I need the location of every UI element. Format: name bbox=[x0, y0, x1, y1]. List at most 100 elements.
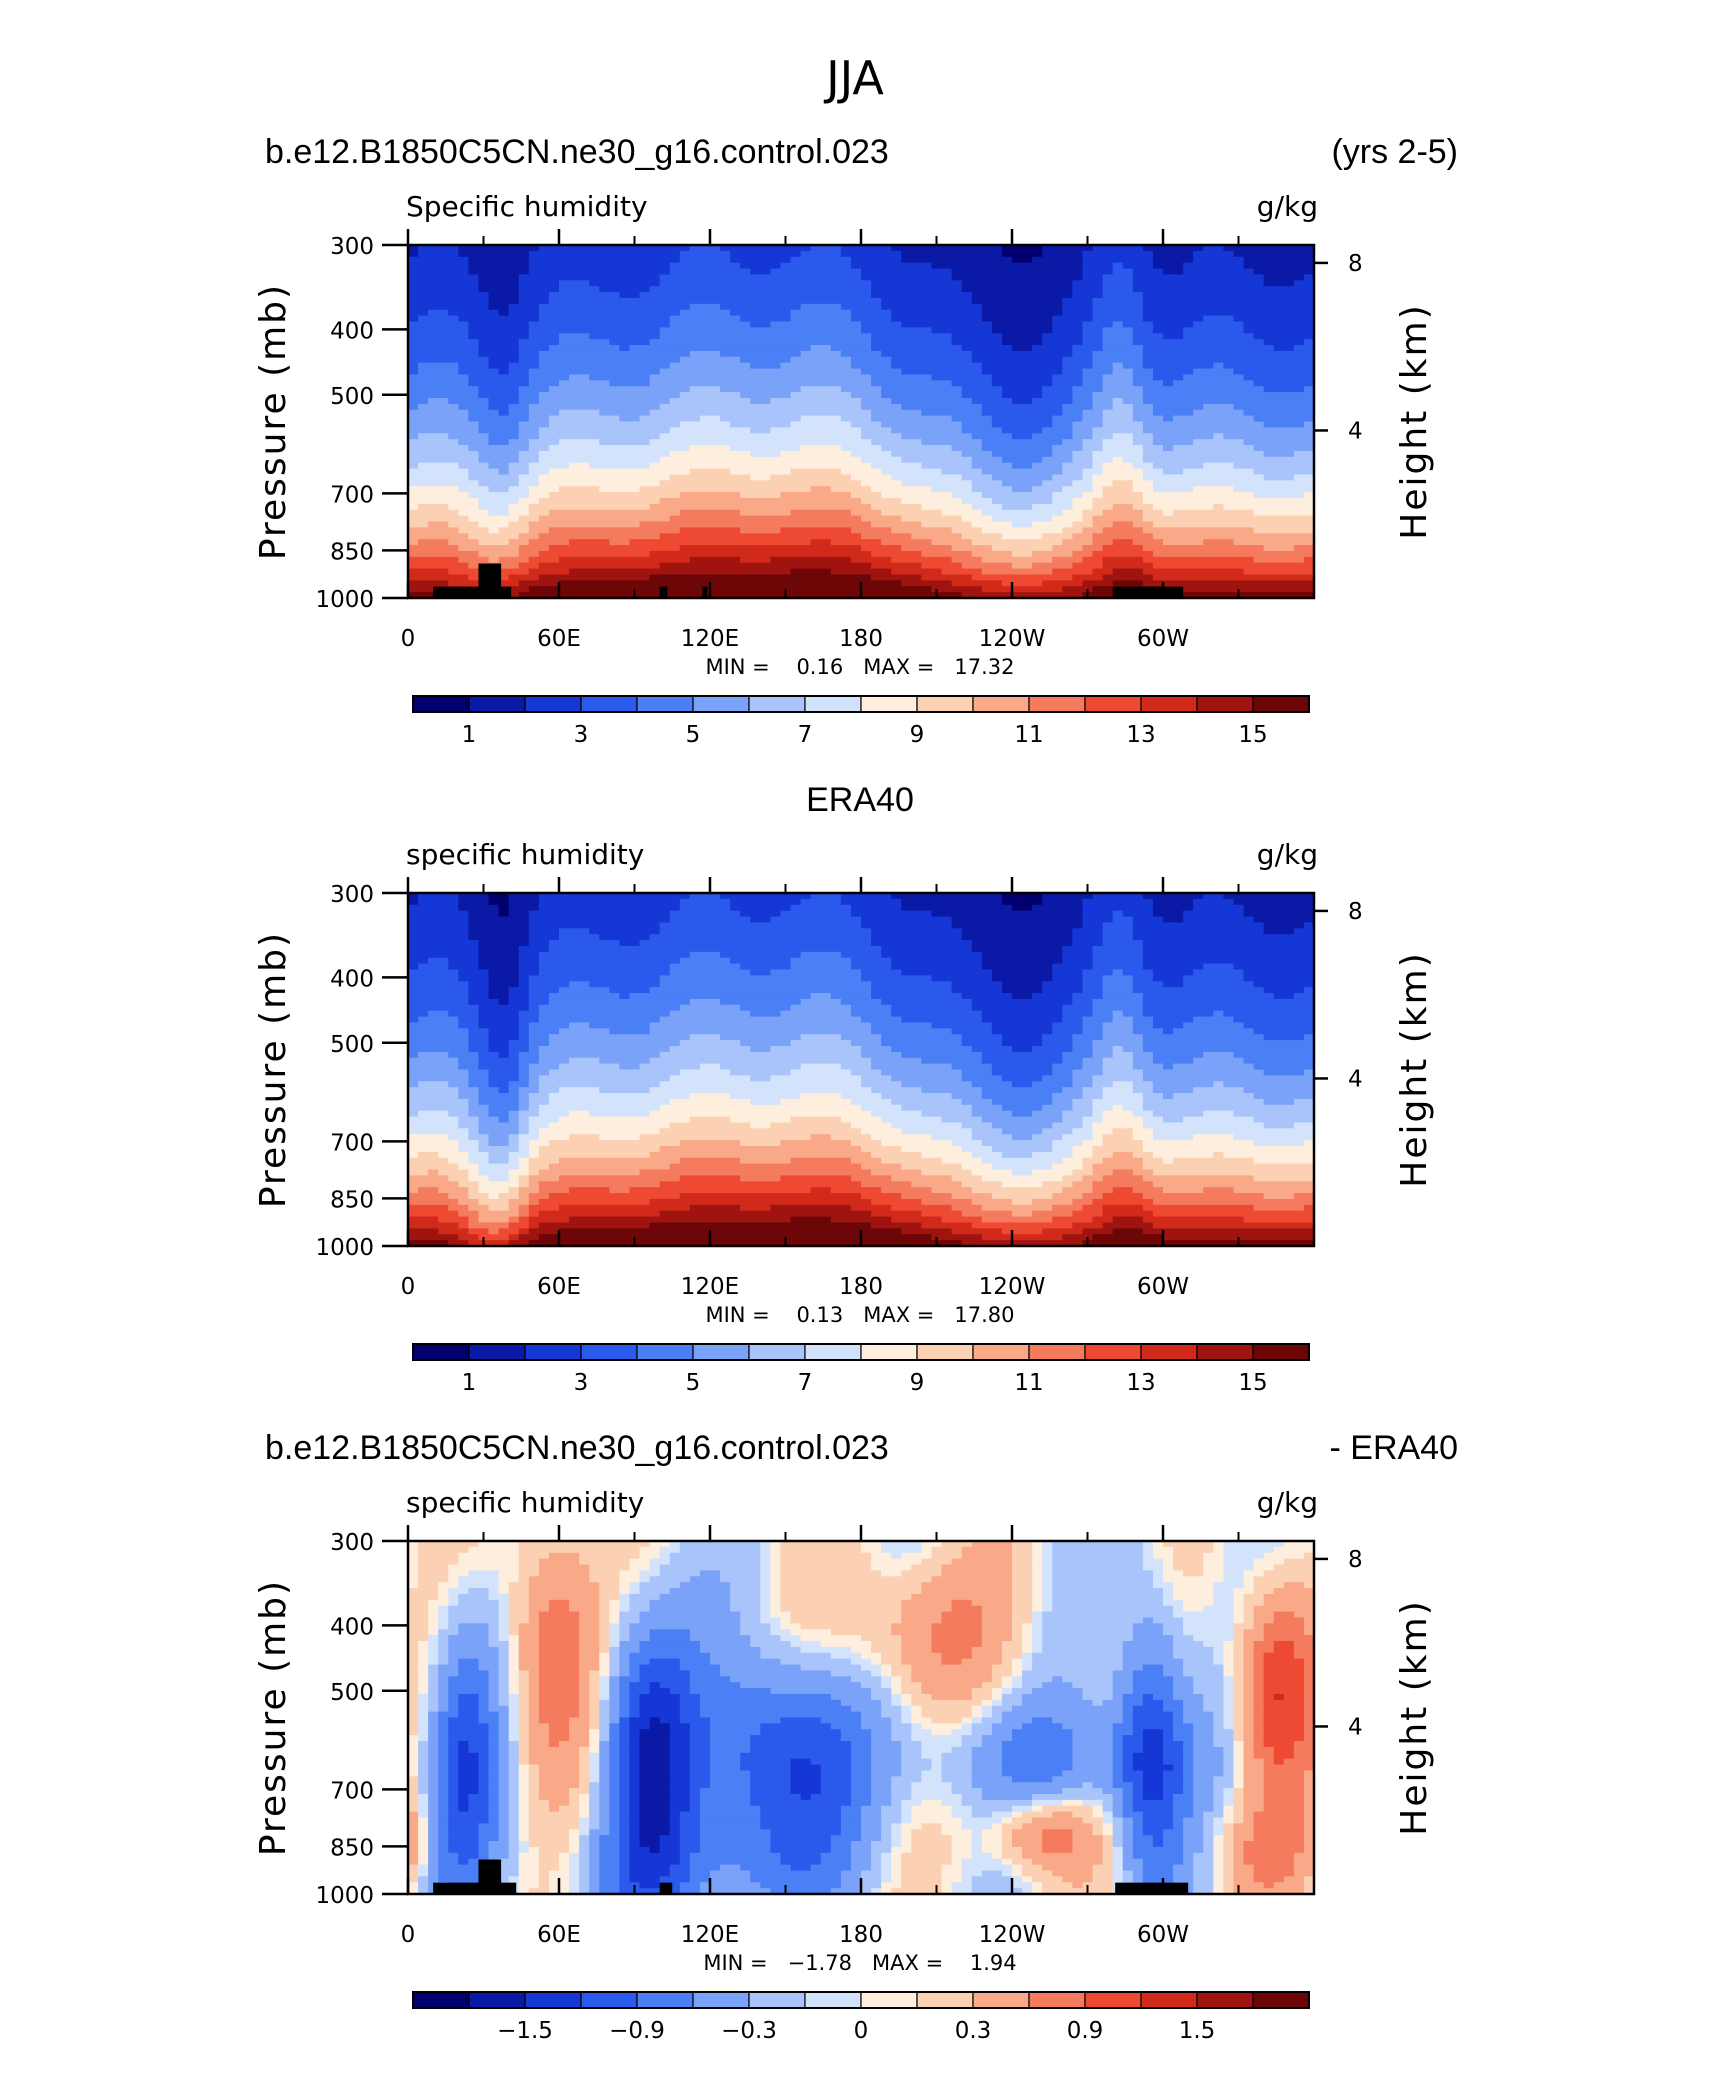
contour-cell bbox=[1303, 1699, 1314, 1707]
contour-cell bbox=[760, 1546, 771, 1554]
contour-cell bbox=[408, 303, 490, 311]
contour-cell bbox=[981, 1788, 1063, 1795]
contour-cell bbox=[408, 339, 480, 346]
contour-cell bbox=[941, 1752, 973, 1760]
contour-cell bbox=[1163, 1629, 1184, 1636]
contour-cell bbox=[498, 1699, 510, 1707]
contour-cell bbox=[850, 1788, 872, 1795]
contour-cell bbox=[629, 1805, 641, 1813]
contour-cell bbox=[699, 1835, 771, 1842]
contour-cell bbox=[559, 1116, 691, 1124]
contour-cell bbox=[1132, 327, 1154, 334]
contour-cell bbox=[589, 333, 661, 340]
contour-cell bbox=[1092, 539, 1114, 546]
contour-cell bbox=[1092, 1864, 1114, 1872]
contour-cell bbox=[468, 993, 490, 1000]
contour-cell bbox=[991, 1723, 1023, 1730]
contour-cell bbox=[971, 1646, 1003, 1654]
contour-cell bbox=[1122, 1823, 1134, 1830]
contour-cell bbox=[1203, 1693, 1224, 1701]
contour-cell bbox=[468, 1193, 490, 1200]
contour-cell bbox=[639, 1588, 671, 1595]
contour-cell bbox=[599, 1676, 610, 1683]
contour-cell bbox=[589, 1841, 600, 1848]
contour-cell bbox=[850, 450, 892, 458]
contour-cell bbox=[589, 1888, 600, 1894]
contour-cell bbox=[619, 1823, 631, 1830]
colorbar-swatch bbox=[1084, 1343, 1142, 1361]
contour-cell bbox=[1142, 1040, 1314, 1047]
contour-cell bbox=[1122, 1717, 1134, 1724]
contour-cell bbox=[1163, 1593, 1174, 1601]
contour-cell bbox=[1253, 1204, 1305, 1212]
contour-cell bbox=[951, 1805, 973, 1813]
contour-cell bbox=[1293, 1858, 1314, 1866]
contour-cell bbox=[408, 916, 469, 924]
contour-cell bbox=[538, 315, 671, 323]
contour-cell bbox=[629, 1670, 641, 1677]
contour-cell bbox=[1092, 1122, 1144, 1129]
contour-cell bbox=[1273, 1746, 1295, 1754]
contour-cell bbox=[1213, 1593, 1235, 1601]
contour-cell bbox=[1223, 503, 1314, 511]
contour-cell bbox=[1102, 1022, 1134, 1029]
contour-cell bbox=[639, 1676, 691, 1683]
contour-cell bbox=[971, 1081, 1013, 1088]
contour-cell bbox=[418, 1793, 429, 1801]
contour-cell bbox=[1163, 1752, 1184, 1760]
contour-cell bbox=[1233, 1876, 1255, 1883]
contour-cell bbox=[478, 1163, 520, 1171]
contour-cell bbox=[669, 1541, 681, 1548]
contour-cell bbox=[1203, 462, 1235, 470]
contour-cell bbox=[1243, 1617, 1255, 1624]
contour-cell bbox=[840, 1116, 882, 1124]
contour-cell bbox=[669, 916, 751, 924]
contour-cell bbox=[971, 1045, 1013, 1053]
contour-cell bbox=[528, 1788, 540, 1795]
contour-cell bbox=[981, 368, 1063, 376]
contour-cell bbox=[730, 1588, 761, 1595]
contour-cell bbox=[1183, 1817, 1204, 1824]
contour-cell bbox=[589, 1576, 620, 1583]
contour-cell bbox=[699, 1882, 761, 1889]
contour-cell bbox=[478, 1541, 520, 1548]
contour-cell bbox=[740, 1611, 761, 1619]
contour-cell bbox=[1223, 893, 1314, 900]
contour-cell bbox=[1263, 1635, 1314, 1642]
colorbar-swatch bbox=[804, 695, 862, 713]
contour-cell bbox=[840, 898, 902, 906]
contour-cell bbox=[468, 492, 530, 499]
contour-cell bbox=[1233, 1658, 1245, 1666]
contour-cell bbox=[1052, 1564, 1144, 1572]
contour-cell bbox=[488, 1134, 510, 1141]
contour-cell bbox=[1092, 1098, 1144, 1106]
contour-cell bbox=[840, 1805, 862, 1813]
contour-cell bbox=[458, 1552, 520, 1560]
contour-cell bbox=[740, 1682, 862, 1689]
x-tick-label: 0 bbox=[401, 1922, 416, 1948]
contour-cell bbox=[1173, 1823, 1184, 1830]
contour-cell bbox=[770, 1846, 832, 1854]
contour-cell bbox=[518, 1623, 540, 1630]
contour-cell bbox=[1001, 1770, 1063, 1777]
contour-cell bbox=[1293, 1752, 1314, 1760]
contour-cell bbox=[1152, 262, 1184, 270]
contour-cell bbox=[961, 392, 1003, 399]
contour-cell bbox=[810, 1864, 852, 1872]
contour-cell bbox=[1163, 380, 1174, 387]
contour-cell bbox=[518, 1558, 540, 1566]
contour-cell bbox=[830, 1670, 872, 1677]
contour-cell bbox=[1213, 1541, 1224, 1548]
contour-cell bbox=[458, 1788, 480, 1795]
contour-cell bbox=[1092, 521, 1114, 528]
contour-cell bbox=[619, 1758, 631, 1766]
contour-cell bbox=[448, 1770, 459, 1777]
contour-cell bbox=[1142, 315, 1204, 323]
contour-cell bbox=[428, 1658, 439, 1666]
contour-cell bbox=[1092, 533, 1154, 540]
contour-cell bbox=[488, 1075, 520, 1082]
contour-cell bbox=[1223, 1870, 1235, 1877]
contour-cell bbox=[1303, 1717, 1314, 1724]
contour-cell bbox=[1012, 1134, 1033, 1141]
contour-cell bbox=[1012, 1110, 1033, 1118]
